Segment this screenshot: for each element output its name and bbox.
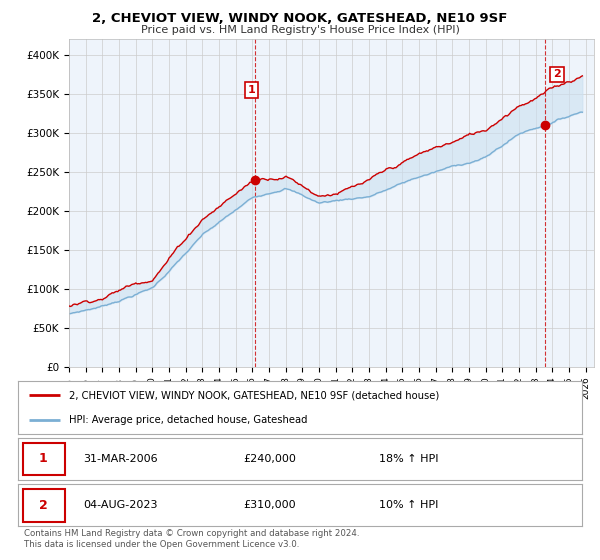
Text: 2, CHEVIOT VIEW, WINDY NOOK, GATESHEAD, NE10 9SF: 2, CHEVIOT VIEW, WINDY NOOK, GATESHEAD, …: [92, 12, 508, 25]
Text: Contains HM Land Registry data © Crown copyright and database right 2024.
This d: Contains HM Land Registry data © Crown c…: [24, 529, 359, 549]
Text: 18% ↑ HPI: 18% ↑ HPI: [379, 454, 439, 464]
Text: Price paid vs. HM Land Registry's House Price Index (HPI): Price paid vs. HM Land Registry's House …: [140, 25, 460, 35]
FancyBboxPatch shape: [23, 442, 65, 475]
Text: 31-MAR-2006: 31-MAR-2006: [83, 454, 157, 464]
Text: 04-AUG-2023: 04-AUG-2023: [83, 501, 157, 510]
Text: 2: 2: [39, 499, 48, 512]
Text: £240,000: £240,000: [244, 454, 296, 464]
Text: £310,000: £310,000: [244, 501, 296, 510]
Text: 1: 1: [248, 85, 256, 95]
Text: HPI: Average price, detached house, Gateshead: HPI: Average price, detached house, Gate…: [69, 414, 307, 424]
Text: 2, CHEVIOT VIEW, WINDY NOOK, GATESHEAD, NE10 9SF (detached house): 2, CHEVIOT VIEW, WINDY NOOK, GATESHEAD, …: [69, 390, 439, 400]
Text: 10% ↑ HPI: 10% ↑ HPI: [379, 501, 439, 510]
Text: 2: 2: [553, 69, 561, 80]
Text: 1: 1: [39, 452, 48, 465]
FancyBboxPatch shape: [23, 489, 65, 522]
